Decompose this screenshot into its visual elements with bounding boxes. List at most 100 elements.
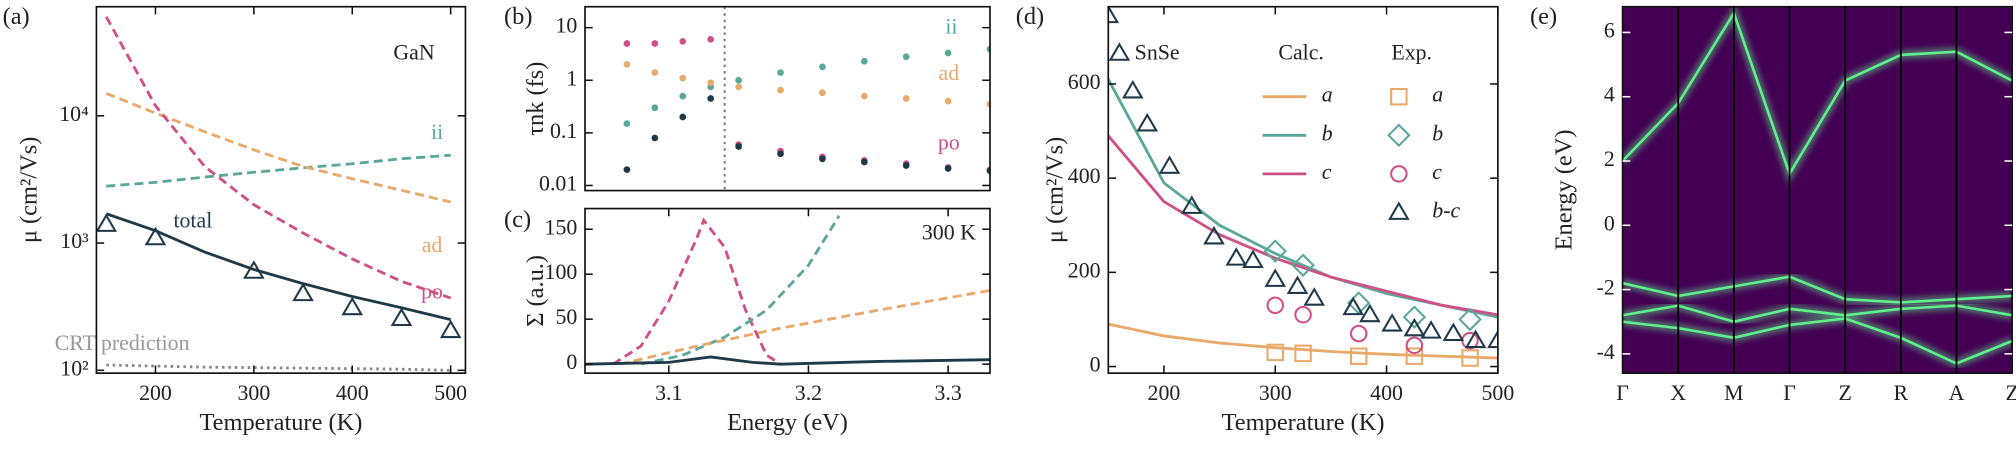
line bbox=[106, 153, 451, 188]
axes-frame bbox=[584, 5, 991, 192]
point bbox=[819, 155, 826, 163]
y-tick-label: 100 bbox=[545, 260, 578, 284]
band bbox=[1622, 317, 2013, 365]
axes-frame bbox=[1107, 5, 1499, 374]
y-tick-label: 10³ bbox=[60, 229, 89, 253]
x-tick-label: 300 bbox=[1259, 381, 1292, 405]
x-tick-label: Z bbox=[2005, 381, 2016, 405]
x-tick-label: 400 bbox=[1370, 381, 1403, 405]
marker bbox=[1420, 320, 1442, 339]
plot-area bbox=[96, 16, 462, 372]
y-tick-label: 200 bbox=[1068, 258, 1101, 282]
annotation: total bbox=[173, 209, 212, 233]
panel-label: (c) bbox=[504, 206, 531, 233]
marker bbox=[1405, 336, 1424, 355]
point bbox=[944, 165, 952, 172]
y-tick-label: 0 bbox=[566, 350, 577, 374]
marker bbox=[1264, 268, 1287, 287]
x-tick-label: 300 bbox=[237, 381, 270, 405]
y-tick-label: 6 bbox=[1604, 18, 1615, 42]
marker bbox=[390, 307, 413, 327]
point bbox=[651, 104, 659, 112]
marker bbox=[1203, 225, 1225, 245]
panel-label: (d) bbox=[1016, 3, 1044, 30]
marker bbox=[1381, 313, 1403, 332]
y-axis-label: Σ (a.u.) bbox=[522, 255, 549, 327]
legend-label: c bbox=[1322, 160, 1332, 184]
legend-swatch bbox=[1390, 87, 1408, 106]
marker bbox=[341, 296, 364, 316]
y-tick-label: 50 bbox=[555, 305, 577, 329]
plot-area bbox=[585, 215, 991, 366]
line bbox=[105, 212, 452, 322]
marker bbox=[1266, 343, 1284, 362]
marker bbox=[1291, 253, 1315, 278]
panel: 0 200 400 600 200 300 400 500 Temperature (K) μ (… bbox=[1016, 3, 1515, 436]
legend-label: a bbox=[1432, 83, 1443, 107]
annotation: ii bbox=[431, 120, 443, 144]
legend-label: a bbox=[1322, 83, 1333, 107]
legend-title: Exp. bbox=[1391, 40, 1432, 64]
marker bbox=[1349, 347, 1368, 365]
y-tick-label: -4 bbox=[1597, 340, 1615, 364]
marker bbox=[1286, 275, 1309, 294]
point bbox=[707, 35, 715, 43]
point bbox=[860, 92, 868, 100]
point bbox=[777, 86, 784, 94]
y-tick-label: 4 bbox=[1604, 83, 1615, 107]
line bbox=[1108, 134, 1498, 317]
marker bbox=[1403, 317, 1426, 337]
point bbox=[860, 158, 868, 166]
marker bbox=[1458, 307, 1482, 332]
marker bbox=[1180, 195, 1203, 214]
point bbox=[707, 95, 715, 102]
point bbox=[679, 74, 687, 82]
point bbox=[944, 97, 952, 105]
point bbox=[819, 63, 826, 71]
marker bbox=[144, 226, 167, 246]
line bbox=[619, 289, 991, 366]
annotation: po bbox=[938, 130, 960, 154]
marker bbox=[439, 319, 462, 339]
x-tick-label: 400 bbox=[336, 381, 369, 405]
plot-area bbox=[623, 6, 991, 191]
y-tick-label: 400 bbox=[1068, 164, 1101, 188]
marker bbox=[1263, 239, 1287, 263]
x-axis-label: Temperature (K) bbox=[1222, 409, 1385, 436]
panel: 0 50 100 150 3.1 3.2 3.3 Energy (eV) Σ (a.u.) (c)… bbox=[504, 206, 991, 436]
x-tick-label: M bbox=[1724, 381, 1743, 405]
x-tick-label: 3.1 bbox=[655, 381, 682, 405]
annotation: SnSe bbox=[1135, 40, 1180, 64]
marker bbox=[1442, 322, 1465, 342]
y-tick-label: 1 bbox=[566, 66, 577, 90]
x-axis-label: Energy (eV) bbox=[727, 409, 848, 436]
point bbox=[651, 69, 659, 76]
marker bbox=[1136, 112, 1159, 132]
annotation: 300 K bbox=[922, 220, 976, 244]
y-axis-label: τnk (fs) bbox=[522, 62, 549, 136]
annotation: ii bbox=[945, 15, 957, 39]
y-tick-label: 600 bbox=[1068, 70, 1101, 94]
marker bbox=[1121, 79, 1144, 99]
point bbox=[623, 40, 631, 47]
legend-label: b bbox=[1322, 121, 1333, 145]
x-tick-label: A bbox=[1949, 381, 1965, 405]
marker bbox=[1487, 329, 1498, 349]
y-tick-label: -2 bbox=[1597, 276, 1615, 300]
panel: -4 -2 0 2 4 6 Γ X M Γ Z R A Z Energy (eV) (e) bbox=[1530, 3, 2016, 405]
x-tick-label: 200 bbox=[139, 381, 172, 405]
marker bbox=[1108, 6, 1120, 24]
x-tick-label: 200 bbox=[1148, 381, 1181, 405]
legend-swatch bbox=[1388, 201, 1410, 220]
x-tick-label: 3.2 bbox=[795, 381, 822, 405]
annotation: CRT prediction bbox=[55, 331, 190, 355]
x-tick-label: X bbox=[1670, 381, 1686, 405]
y-tick-label: 0 bbox=[1090, 353, 1101, 377]
y-tick-label: 10⁴ bbox=[59, 102, 88, 126]
x-tick-label: Γ bbox=[1783, 381, 1796, 405]
point bbox=[679, 113, 687, 121]
point bbox=[735, 83, 742, 91]
